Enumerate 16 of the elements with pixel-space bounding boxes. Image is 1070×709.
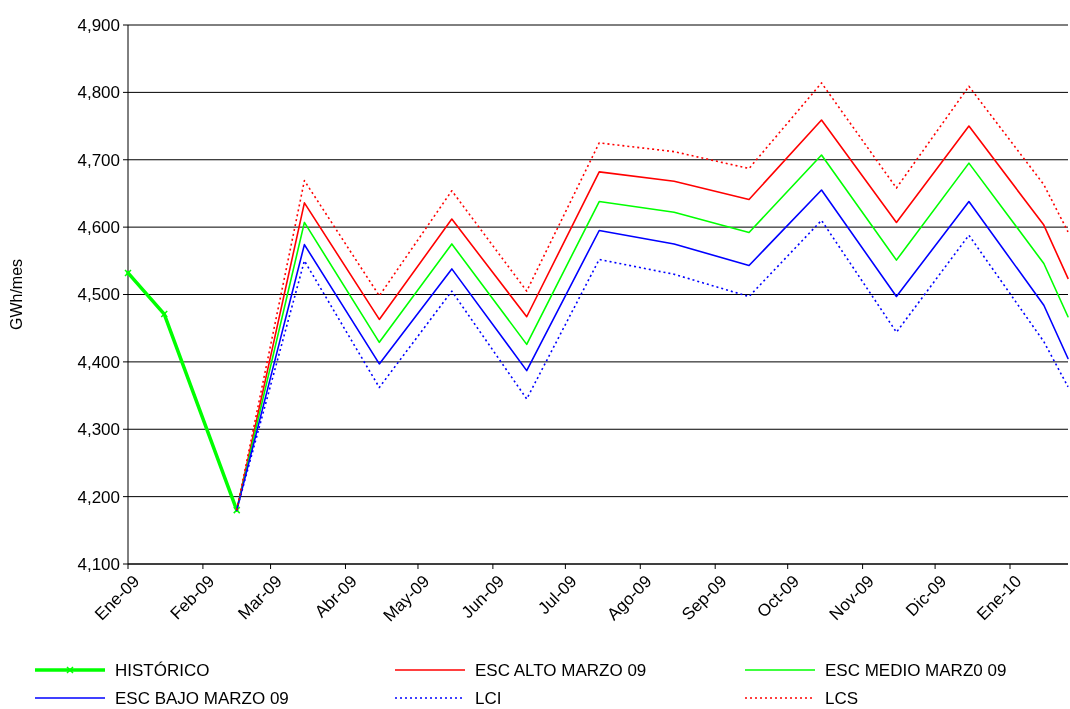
legend-label: LCS [825,688,859,708]
y-tick-label: 4,800 [77,83,120,103]
y-tick-label: 4,900 [77,15,120,35]
legend-label: ESC BAJO MARZO 09 [115,688,289,708]
legend-label: LCI [475,688,502,708]
y-tick-label: 4,400 [77,352,120,372]
y-tick-label: 4,100 [77,554,120,574]
y-tick-label: 4,700 [77,150,120,170]
y-axis-title: GWh/mes [8,258,25,331]
legend-label: ESC MEDIO MARZ0 09 [825,660,1007,680]
y-tick-label: 4,200 [77,487,120,507]
legend-label: ESC ALTO MARZO 09 [475,660,647,680]
y-tick-label: 4,300 [77,420,120,440]
legend-label: HISTÓRICO [115,660,210,680]
y-tick-label: 4,500 [77,285,120,305]
y-tick-label: 4,600 [77,218,120,238]
